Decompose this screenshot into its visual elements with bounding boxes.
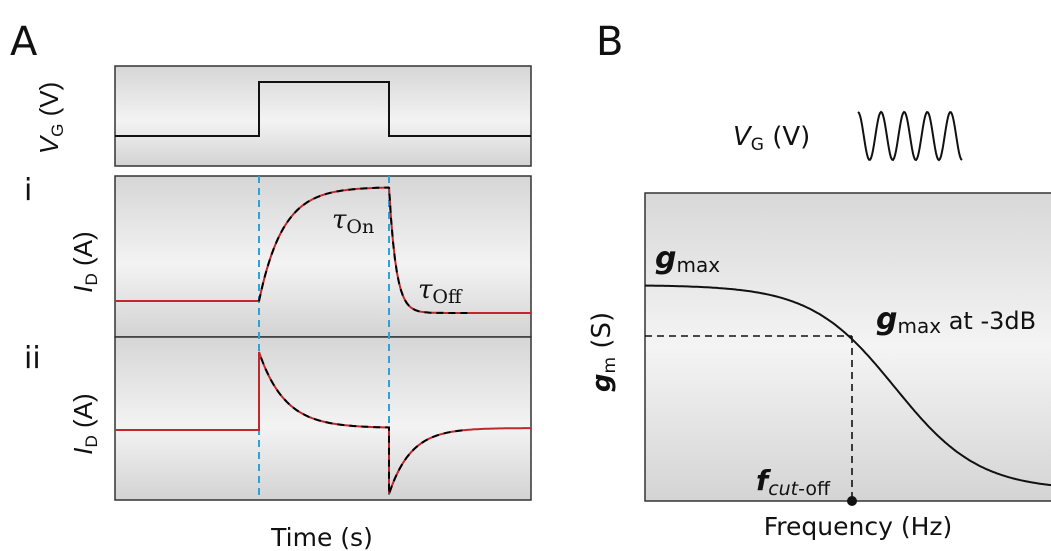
gmax-3db-label: gmax at -3dB bbox=[876, 302, 1036, 338]
gm-axis-label: gm (S) bbox=[587, 312, 620, 392]
panel-letter-b: B bbox=[596, 19, 623, 65]
bode-plot-frame bbox=[644, 192, 1051, 502]
panel-letter-a: A bbox=[10, 19, 38, 65]
id-plot-frame-i bbox=[114, 175, 532, 338]
transconductance-curve bbox=[644, 284, 1051, 487]
row-label-ii: ii bbox=[24, 341, 41, 376]
id-plot-frame-ii bbox=[114, 336, 532, 501]
tau-on-label: τOn bbox=[332, 205, 374, 238]
vg-axis-label: VG (V) bbox=[34, 82, 67, 154]
row-label-i: i bbox=[24, 173, 32, 208]
tau-off-label: τOff bbox=[418, 275, 463, 308]
vg-sine-label: VG (V) bbox=[733, 122, 810, 155]
frequency-axis-label: Frequency (Hz) bbox=[764, 512, 953, 541]
exponential-fit-ii bbox=[260, 357, 466, 495]
id-response-trace-ii bbox=[115, 351, 531, 495]
fcutoff-label: fcut-off bbox=[756, 464, 831, 500]
time-axis-label: Time (s) bbox=[270, 523, 373, 551]
id-axis-label-ii: ID (A) bbox=[68, 393, 101, 454]
gmax-label: gmax bbox=[655, 241, 720, 277]
vg-pulse-trace bbox=[115, 81, 531, 137]
exponential-fit-i bbox=[258, 186, 469, 314]
sine-wave-icon bbox=[857, 110, 963, 162]
id-axis-label-i: ID (A) bbox=[68, 231, 101, 292]
cutoff-frequency-marker bbox=[847, 496, 857, 506]
